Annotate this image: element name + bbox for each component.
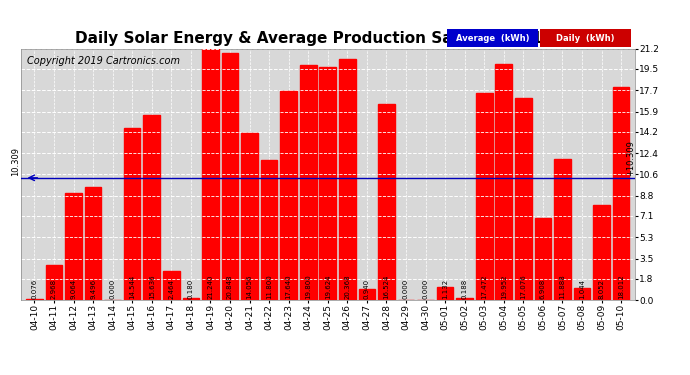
Bar <box>46 265 62 300</box>
Text: 17.640: 17.640 <box>286 275 292 299</box>
Bar <box>65 193 82 300</box>
Bar <box>202 48 219 300</box>
Text: 0.000: 0.000 <box>403 279 409 299</box>
Bar <box>280 91 297 300</box>
Text: 20.848: 20.848 <box>227 275 233 299</box>
Bar <box>515 98 531 300</box>
Text: 0.000: 0.000 <box>422 279 428 299</box>
Text: 17.472: 17.472 <box>481 275 487 299</box>
Text: 11.888: 11.888 <box>560 274 565 299</box>
Text: 15.636: 15.636 <box>149 275 155 299</box>
Bar <box>163 271 179 300</box>
Text: 6.908: 6.908 <box>540 279 546 299</box>
Bar <box>241 134 258 300</box>
Text: 17.076: 17.076 <box>520 274 526 299</box>
Bar <box>261 160 277 300</box>
Text: 16.524: 16.524 <box>384 275 389 299</box>
Text: 19.624: 19.624 <box>325 275 331 299</box>
Text: 19.800: 19.800 <box>305 274 311 299</box>
Bar <box>378 104 395 300</box>
Text: 14.056: 14.056 <box>246 275 253 299</box>
Bar <box>593 205 610 300</box>
Bar <box>26 299 43 300</box>
Title: Daily Solar Energy & Average Production Sat May 11 19:54: Daily Solar Energy & Average Production … <box>75 31 580 46</box>
Bar <box>476 93 493 300</box>
Text: Daily  (kWh): Daily (kWh) <box>556 34 614 43</box>
Bar <box>437 286 453 300</box>
Bar <box>540 28 631 48</box>
Text: 0.000: 0.000 <box>110 279 116 299</box>
Text: 2.464: 2.464 <box>168 279 175 299</box>
Text: +10.309: +10.309 <box>627 140 635 176</box>
Bar <box>359 289 375 300</box>
Bar <box>573 288 591 300</box>
Text: 8.052: 8.052 <box>598 279 604 299</box>
Bar <box>495 63 512 300</box>
Text: 10.309: 10.309 <box>11 147 20 176</box>
Bar <box>124 128 141 300</box>
Bar <box>319 68 336 300</box>
Text: 21.240: 21.240 <box>208 275 213 299</box>
Bar <box>554 159 571 300</box>
Text: 20.368: 20.368 <box>344 275 351 299</box>
Text: 0.180: 0.180 <box>188 279 194 299</box>
Text: 19.952: 19.952 <box>501 275 506 299</box>
Text: 0.188: 0.188 <box>462 279 468 299</box>
Text: 0.076: 0.076 <box>31 279 37 299</box>
Bar <box>613 87 629 300</box>
Bar <box>85 188 101 300</box>
Text: 9.064: 9.064 <box>70 279 77 299</box>
Text: Copyright 2019 Cartronics.com: Copyright 2019 Cartronics.com <box>27 56 180 66</box>
Bar <box>300 65 317 300</box>
Bar <box>339 58 355 300</box>
Text: 2.968: 2.968 <box>51 279 57 299</box>
Text: 9.496: 9.496 <box>90 279 96 299</box>
Text: 14.544: 14.544 <box>129 275 135 299</box>
Bar <box>535 218 551 300</box>
Bar <box>183 298 199 300</box>
Bar <box>144 115 160 300</box>
Text: 1.044: 1.044 <box>579 279 585 299</box>
Text: 11.800: 11.800 <box>266 274 272 299</box>
Text: 1.132: 1.132 <box>442 279 448 299</box>
Bar <box>221 53 238 300</box>
Bar <box>448 28 538 48</box>
Text: 18.012: 18.012 <box>618 275 624 299</box>
Text: 0.940: 0.940 <box>364 279 370 299</box>
Bar <box>456 298 473 300</box>
Text: Average  (kWh): Average (kWh) <box>456 34 530 43</box>
